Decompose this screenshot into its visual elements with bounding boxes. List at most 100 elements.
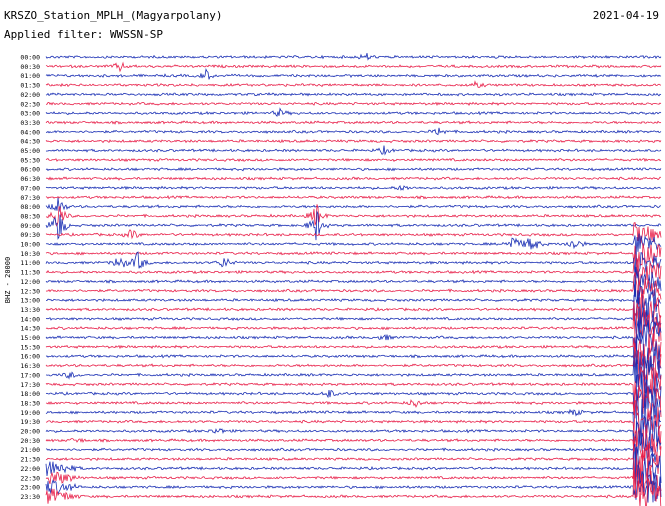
trace-line [45, 194, 662, 200]
trace-line [45, 266, 662, 297]
row-time-label: 19:30 [20, 418, 40, 426]
trace-line [45, 430, 662, 477]
trace-line [45, 107, 662, 117]
trace-line [45, 399, 662, 442]
trace-line [45, 470, 662, 506]
row-time-label: 10:00 [20, 241, 40, 249]
row-time-label: 00:30 [20, 63, 40, 71]
trace-line [45, 435, 662, 485]
trace-line [45, 210, 662, 241]
trace-line [45, 53, 662, 61]
row-time-label: 22:00 [20, 465, 40, 473]
row-time-label: 21:30 [20, 456, 40, 464]
trace-line [45, 292, 662, 327]
trace-line [45, 61, 662, 73]
trace-line [45, 301, 662, 350]
row-time-label: 23:00 [20, 484, 40, 492]
row-time-label: 18:30 [20, 399, 40, 407]
row-time-label: 02:30 [20, 100, 40, 108]
row-time-label: 17:30 [20, 381, 40, 389]
row-time-label: 07:30 [20, 194, 40, 202]
row-time-label: 14:00 [20, 315, 40, 323]
trace-line [45, 233, 662, 256]
trace-line [45, 145, 662, 156]
row-time-label: 05:00 [20, 147, 40, 155]
trace-line [45, 120, 662, 125]
trace-line [45, 389, 662, 442]
row-time-label: 19:00 [20, 409, 40, 417]
row-time-label: 23:30 [20, 493, 40, 501]
trace-line [45, 67, 662, 80]
row-time-label: 15:00 [20, 334, 40, 342]
row-time-label: 03:00 [20, 110, 40, 118]
trace-line [45, 157, 662, 163]
trace-line [45, 272, 662, 308]
row-time-label: 11:00 [20, 259, 40, 267]
trace-line [45, 101, 662, 107]
row-time-label: 12:30 [20, 287, 40, 295]
trace-line [45, 138, 662, 144]
row-time-label: 16:30 [20, 362, 40, 370]
row-time-label: 15:30 [20, 343, 40, 351]
row-time-label: 22:30 [20, 474, 40, 482]
row-time-label: 01:00 [20, 72, 40, 80]
row-time-label: 08:00 [20, 203, 40, 211]
trace-line [45, 92, 662, 97]
row-time-label: 21:00 [20, 446, 40, 454]
row-time-label: 00:00 [20, 54, 40, 62]
trace-line [45, 204, 662, 228]
trace-line [46, 276, 662, 318]
row-time-label: 04:30 [20, 138, 40, 146]
row-time-label: 09:30 [20, 231, 40, 239]
trace-line [45, 333, 662, 368]
trace-line [45, 80, 662, 88]
row-time-label: 06:00 [20, 166, 40, 174]
trace-line [45, 366, 662, 410]
trace-line [45, 176, 662, 181]
trace-line [45, 381, 662, 418]
trace-line [45, 247, 662, 278]
row-time-label: 02:00 [20, 91, 40, 99]
row-time-label: 11:30 [20, 269, 40, 277]
trace-line [45, 343, 662, 384]
row-time-label: 14:30 [20, 325, 40, 333]
trace-line [45, 425, 662, 461]
station-title: KRSZO_Station_MPLH_(Magyarpolany) [4, 9, 223, 22]
row-time-label: 03:30 [20, 119, 40, 127]
trace-line [45, 371, 662, 419]
trace-line [45, 350, 662, 394]
trace-line [45, 166, 662, 172]
row-time-label: 13:00 [20, 297, 40, 305]
trace-line [45, 445, 662, 492]
row-time-label: 20:30 [20, 437, 40, 445]
trace-line [45, 464, 662, 503]
trace-line [45, 243, 662, 268]
row-time-label: 06:30 [20, 175, 40, 183]
row-time-label: 08:30 [20, 212, 40, 220]
row-time-label: 20:00 [20, 428, 40, 436]
trace-line [45, 254, 662, 288]
row-time-label: 10:30 [20, 250, 40, 258]
trace-line [45, 294, 662, 340]
row-time-label: 07:00 [20, 184, 40, 192]
row-time-label: 18:00 [20, 390, 40, 398]
trace-line [45, 414, 662, 461]
row-time-label: 12:00 [20, 278, 40, 286]
row-time-label: 01:30 [20, 82, 40, 90]
row-time-label: 13:30 [20, 306, 40, 314]
row-time-label: 17:00 [20, 371, 40, 379]
row-time-label: 04:00 [20, 128, 40, 136]
trace-line [45, 197, 661, 212]
trace-line [45, 185, 662, 191]
row-time-label: 05:30 [20, 156, 40, 164]
trace-line [45, 316, 662, 368]
trace-line [45, 222, 662, 244]
trace-line [45, 332, 662, 383]
date-label: 2021-04-19 [592, 9, 659, 22]
row-time-label: 16:00 [20, 353, 40, 361]
trace-line [45, 457, 662, 499]
filter-label: Applied filter: WWSSN-SP [4, 28, 163, 41]
trace-line [46, 127, 662, 136]
row-time-label: 09:00 [20, 222, 40, 230]
